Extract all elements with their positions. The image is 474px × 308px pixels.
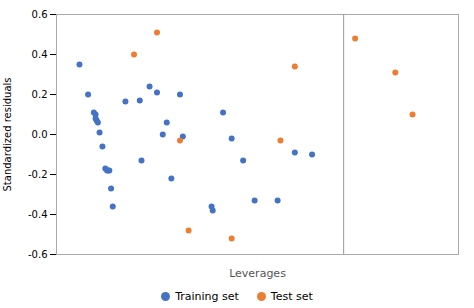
svg-text:-0.2: -0.2	[28, 169, 48, 180]
svg-text:0.2: 0.2	[32, 89, 48, 100]
html-text:Test set: Test set	[270, 289, 313, 303]
svg-text:-0.6: -0.6	[28, 249, 48, 260]
html-text:Training set: Training set	[175, 289, 239, 303]
svg-text:-0.4: -0.4	[28, 209, 48, 220]
svg-text:0.6: 0.6	[32, 9, 48, 20]
svg-text:0.0: 0.0	[32, 129, 48, 140]
svg-text:Leverages: Leverages	[229, 267, 286, 280]
svg-text:0.4: 0.4	[32, 49, 48, 60]
svg-text:Standardized residuals: Standardized residuals	[2, 77, 13, 191]
